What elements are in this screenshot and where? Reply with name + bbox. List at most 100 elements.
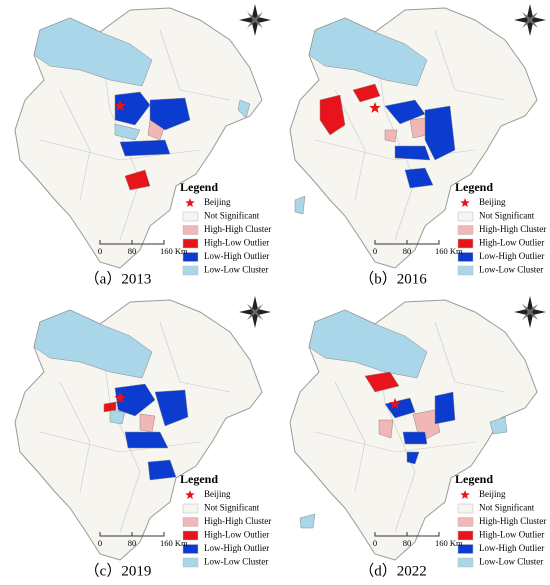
legend-label: Beijing <box>204 489 231 499</box>
county-boundary <box>159 29 231 101</box>
cluster-area <box>489 416 508 435</box>
cluster-area <box>237 99 251 119</box>
legend-label: Low-Low Cluster <box>204 557 268 567</box>
legend-symbol <box>457 265 474 276</box>
cluster-area <box>124 169 151 191</box>
legend-symbol <box>185 490 195 499</box>
legend-symbol <box>185 198 195 207</box>
north-arrow <box>514 296 546 328</box>
legend-symbol <box>457 238 474 249</box>
scale-label: 80 <box>403 246 412 256</box>
legend-label: Not Significant <box>204 211 260 221</box>
legend-symbol <box>182 544 199 554</box>
compass-rose-diag <box>522 12 538 28</box>
cluster-area <box>147 459 177 481</box>
region-base <box>14 7 263 269</box>
legend-symbol <box>457 557 474 568</box>
legend-symbol <box>460 198 470 207</box>
region-base <box>289 299 538 561</box>
panel-caption: （a）2013 <box>85 270 152 287</box>
cluster-area <box>33 17 153 87</box>
county-boundary <box>59 381 91 493</box>
legend-symbol <box>182 503 199 514</box>
legend-title: Legend <box>455 472 493 486</box>
compass-rose-diag <box>247 12 263 28</box>
scale-label: 160 Km <box>435 246 463 256</box>
legend-symbol <box>457 503 474 514</box>
legend-title: Legend <box>455 180 493 194</box>
legend-symbol <box>182 211 199 222</box>
cluster-area <box>319 94 346 136</box>
legend-symbol <box>182 252 199 262</box>
county-boundary <box>334 381 366 493</box>
county-boundary <box>59 89 91 201</box>
legend-label: Beijing <box>204 197 231 207</box>
county-boundary <box>314 431 476 453</box>
legend-label: High-Low Outlier <box>204 530 269 540</box>
legend-label: Low-High Outlier <box>479 251 544 261</box>
map-panel: Legend Beijing Not Significant High-High Cl… <box>14 296 271 579</box>
beijing-star <box>369 102 381 113</box>
legend-symbol <box>182 557 199 568</box>
panel-caption: （d）2022 <box>359 562 427 579</box>
legend-label: High-Low Outlier <box>479 238 544 248</box>
legend-label: Not Significant <box>479 503 535 513</box>
legend-symbol <box>460 490 470 499</box>
legend-title: Legend <box>180 180 218 194</box>
legend-label: Beijing <box>479 489 506 499</box>
cluster-area <box>406 451 420 465</box>
cluster-area <box>124 431 169 449</box>
cluster-area <box>308 17 428 87</box>
county-boundary <box>434 321 506 393</box>
panel-caption: （b）2016 <box>359 270 427 287</box>
legend-label: Low-High Outlier <box>204 251 269 261</box>
legend-label: Low-Low Cluster <box>479 265 543 275</box>
cluster-area <box>33 309 153 379</box>
panel-caption: （c）2019 <box>85 562 152 579</box>
north-arrow <box>239 4 271 36</box>
cluster-area <box>103 401 117 413</box>
cluster-area <box>404 167 434 189</box>
cluster-area <box>109 409 126 425</box>
legend-label: High-High Cluster <box>204 516 271 526</box>
legend-symbol <box>457 544 474 554</box>
legend-label: Low-High Outlier <box>479 543 544 553</box>
cluster-area <box>409 117 428 139</box>
county-boundary <box>434 29 506 101</box>
cluster-area <box>434 391 456 425</box>
scale-label: 80 <box>128 246 137 256</box>
legend-label: High-High Cluster <box>479 516 546 526</box>
legend-label: Low-Low Cluster <box>204 265 268 275</box>
cluster-area <box>402 431 428 445</box>
cluster-area <box>114 383 156 417</box>
legend-symbol <box>182 530 199 541</box>
region-base <box>14 299 263 561</box>
north-arrow <box>514 4 546 36</box>
legend-title: Legend <box>180 472 218 486</box>
cluster-area <box>154 389 189 427</box>
county-boundary <box>39 139 201 161</box>
legend-symbol <box>457 530 474 541</box>
legend-symbol <box>182 238 199 249</box>
legend-symbol <box>457 211 474 222</box>
scale-label: 160 Km <box>160 246 188 256</box>
map-panel: Legend Beijing Not Significant High-High Cl… <box>14 4 271 287</box>
legend-symbol <box>182 265 199 276</box>
cluster-area <box>119 139 171 157</box>
cluster-area <box>384 129 398 143</box>
scale-label: 0 <box>98 538 102 548</box>
scale-label: 160 Km <box>435 538 463 548</box>
legend-symbol <box>457 252 474 262</box>
county-boundary <box>39 431 201 453</box>
compass-rose-diag <box>247 304 263 320</box>
scale-label: 0 <box>98 246 102 256</box>
cluster-area <box>149 97 191 131</box>
scale-label: 160 Km <box>160 538 188 548</box>
legend-label: High-High Cluster <box>479 224 546 234</box>
scale-label: 0 <box>373 538 377 548</box>
legend-label: High-Low Outlier <box>479 530 544 540</box>
cluster-area <box>308 309 428 379</box>
beijing-star <box>389 398 401 409</box>
legend-symbol <box>182 225 199 235</box>
